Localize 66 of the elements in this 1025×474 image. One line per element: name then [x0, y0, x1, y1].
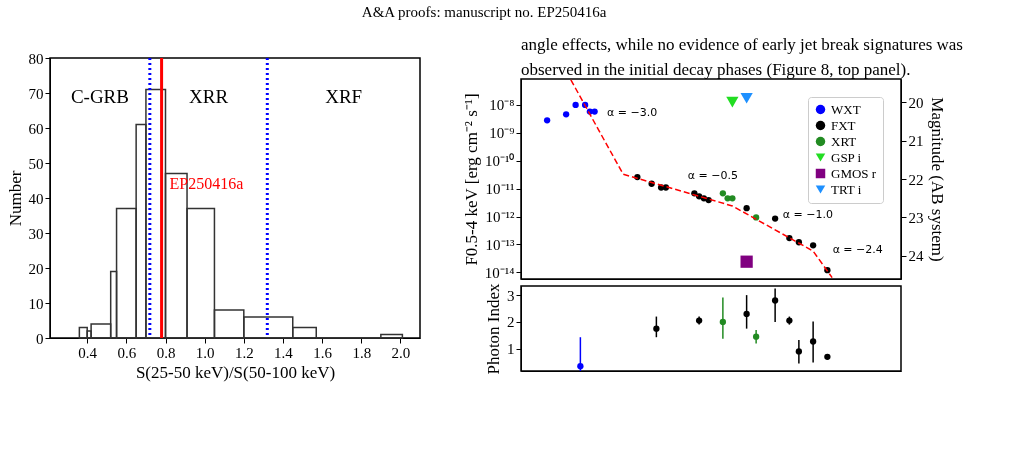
y2-axis-title: Magnitude (AB system) [927, 97, 947, 262]
text: A&A proofs: manuscript no. EP250416a [361, 4, 607, 20]
annotation: α = −2.4 [832, 243, 883, 257]
legend-label: GSP i [831, 149, 862, 165]
y-tick-label: 50 [28, 155, 44, 172]
x-tick-label: 2.0 [391, 344, 411, 361]
y-tick-label: 3 [507, 287, 515, 304]
y-tick-label: 10⁻¹¹ [485, 181, 515, 198]
y-tick-label: 80 [28, 50, 44, 67]
x-tick-label: 0.8 [156, 344, 176, 361]
text: angle effects, while no evidence of early jet break signatures was observed in the initial decay phases (Figure 8, top panel). [521, 34, 963, 79]
point [729, 195, 736, 202]
point [719, 190, 727, 197]
x-tick-label: 1.0 [195, 344, 215, 361]
x-tick-label: 1.2 [234, 344, 254, 361]
y-tick-label: 10⁻¹⁴ [484, 264, 515, 281]
line-series [570, 79, 833, 279]
y2-tick-label: 20 [908, 94, 924, 111]
y-axis-title: F0.5-4 keV [erg cm⁻² s⁻¹] [461, 93, 481, 266]
x-tick-label: 1.6 [313, 344, 333, 361]
y-tick-label: 10⁻⁸ [489, 97, 515, 114]
annotation: XRF [325, 86, 363, 108]
y-tick-label: 30 [28, 225, 44, 242]
point [543, 117, 551, 124]
y-tick-label: 2 [507, 314, 515, 331]
point [809, 242, 817, 249]
point [740, 255, 753, 268]
y-tick-label: 10⁻¹³ [485, 236, 515, 253]
point [771, 215, 779, 222]
y-tick-label: 1 [507, 341, 515, 358]
x-tick-label: 1.8 [352, 344, 372, 361]
x-axis-title: S(25-50 keV)/S(50-100 keV) [135, 362, 336, 382]
annotation: α = −0.5 [687, 169, 738, 183]
point [726, 96, 739, 108]
legend-label: FXT [831, 117, 856, 133]
legend-label: WXT [831, 101, 861, 117]
y-tick-label: 10⁻¹² [485, 209, 515, 226]
y-tick-label: 10⁻¹⁰ [485, 153, 515, 170]
y-tick-label: 60 [28, 120, 44, 137]
y2-tick-label: 21 [908, 133, 924, 150]
legend-label: XRT [831, 133, 857, 149]
point [591, 108, 598, 115]
point [562, 111, 570, 118]
legend-label: TRT i [831, 181, 862, 197]
annotation: α = −3.0 [607, 106, 658, 120]
point [572, 101, 579, 109]
point [743, 205, 750, 212]
y2-tick-label: 24 [908, 248, 924, 265]
legend-label: GMOS r [831, 165, 877, 181]
x-tick-label: 0.6 [117, 344, 137, 361]
y-tick-label: 10 [28, 295, 44, 312]
x-tick-label: 1.4 [274, 344, 294, 361]
y-tick-label: 40 [28, 190, 44, 207]
y-tick-label: 10⁻⁹ [489, 125, 515, 142]
y-axis-title: Photon Index [484, 282, 503, 375]
y-tick-label: 0 [36, 330, 44, 347]
point [740, 92, 753, 104]
x-tick-label: 0.4 [78, 344, 98, 361]
y2-tick-label: 23 [908, 209, 924, 226]
annotation: C-GRB [70, 86, 129, 108]
y2-tick-label: 22 [908, 171, 924, 188]
y-tick-label: 20 [28, 260, 44, 277]
annotation: XRR [189, 86, 229, 108]
annotation: α = −1.0 [782, 207, 833, 221]
y-tick-label: 70 [28, 85, 44, 102]
y-axis-title: Number [5, 170, 25, 227]
